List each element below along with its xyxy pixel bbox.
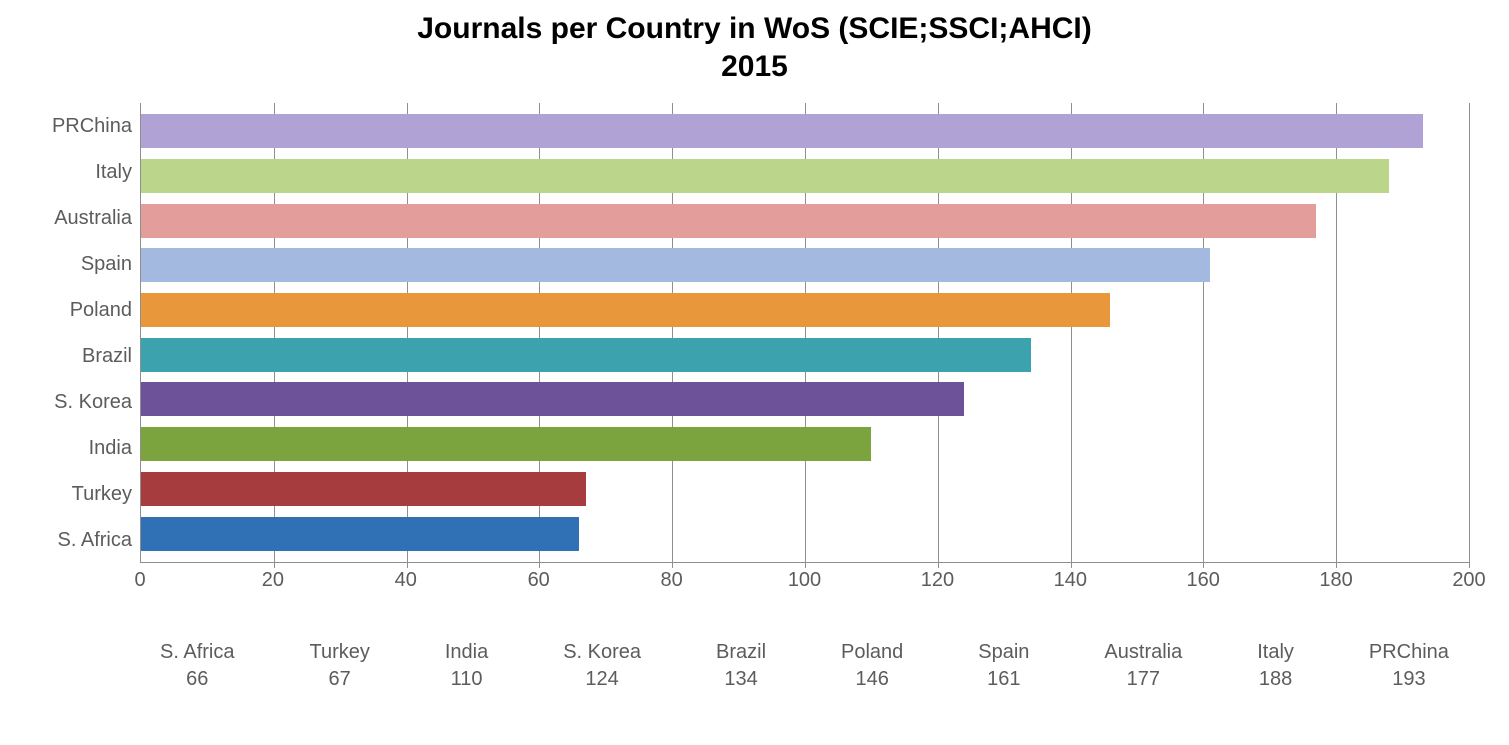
x-axis-tick-label: 80 xyxy=(660,569,682,592)
x-axis-labels: 020406080100120140160180200 xyxy=(140,563,1469,593)
legend-label: S. Korea xyxy=(563,641,641,664)
x-axis-tick-label: 160 xyxy=(1187,569,1220,592)
x-axis-tick-label: 20 xyxy=(262,569,284,592)
x-axis-tick-label: 0 xyxy=(134,569,145,592)
x-axis-tick-label: 140 xyxy=(1054,569,1087,592)
legend-item: India 110 xyxy=(445,641,488,691)
chart-container: Journals per Country in WoS (SCIE;SSCI;A… xyxy=(0,0,1509,745)
legend-label: Italy xyxy=(1257,641,1294,664)
x-axis-tick-label: 200 xyxy=(1452,569,1485,592)
legend-item: Italy 188 xyxy=(1257,641,1294,691)
bar-row xyxy=(141,293,1469,327)
legend-value: 193 xyxy=(1369,668,1449,691)
bar-row xyxy=(141,427,1469,461)
legend-label: India xyxy=(445,641,488,664)
x-axis-tick-label: 60 xyxy=(528,569,550,592)
legend-item: S. Africa 66 xyxy=(160,641,234,691)
legend-label: Brazil xyxy=(716,641,766,664)
legend-label: Spain xyxy=(978,641,1029,664)
legend: S. Africa 66 Turkey 67 India 110 S. Korea 124 Br… xyxy=(160,641,1449,691)
x-axis-tick-label: 120 xyxy=(921,569,954,592)
legend-value: 110 xyxy=(445,668,488,691)
bars-group xyxy=(141,103,1469,562)
legend-item: Poland 146 xyxy=(841,641,903,691)
bar-row xyxy=(141,204,1469,238)
plot-outer: PRChina Italy Australia Spain Poland Brazil S.… xyxy=(40,103,1469,563)
bar xyxy=(141,204,1316,238)
bar xyxy=(141,293,1110,327)
x-axis-tick-label: 180 xyxy=(1319,569,1352,592)
chart-title: Journals per Country in WoS (SCIE;SSCI;A… xyxy=(40,10,1469,85)
bar xyxy=(141,248,1210,282)
bar xyxy=(141,472,586,506)
y-axis-label: Spain xyxy=(40,253,140,276)
legend-value: 67 xyxy=(309,668,369,691)
bar xyxy=(141,114,1423,148)
y-axis-label: Australia xyxy=(40,207,140,230)
bar-row xyxy=(141,517,1469,551)
bar-row xyxy=(141,248,1469,282)
plot-area xyxy=(140,103,1469,563)
legend-label: S. Africa xyxy=(160,641,234,664)
y-axis-label: Brazil xyxy=(40,345,140,368)
x-tick-line xyxy=(1469,103,1470,568)
y-axis-labels: PRChina Italy Australia Spain Poland Brazil S.… xyxy=(40,103,140,563)
x-axis-tick-label: 40 xyxy=(395,569,417,592)
title-line1: Journals per Country in WoS (SCIE;SSCI;A… xyxy=(417,12,1092,45)
legend-item: Spain 161 xyxy=(978,641,1029,691)
bar-row xyxy=(141,382,1469,416)
y-axis-label: Italy xyxy=(40,161,140,184)
y-axis-label: S. Korea xyxy=(40,391,140,414)
bar-row xyxy=(141,338,1469,372)
bar xyxy=(141,427,871,461)
bar xyxy=(141,517,579,551)
legend-value: 146 xyxy=(841,668,903,691)
x-axis-tick-label: 100 xyxy=(788,569,821,592)
legend-label: Australia xyxy=(1104,641,1182,664)
legend-label: Poland xyxy=(841,641,903,664)
y-axis-label: PRChina xyxy=(40,115,140,138)
legend-item: Australia 177 xyxy=(1104,641,1182,691)
legend-value: 124 xyxy=(563,668,641,691)
legend-value: 188 xyxy=(1257,668,1294,691)
bar xyxy=(141,159,1389,193)
legend-item: PRChina 193 xyxy=(1369,641,1449,691)
y-axis-label: Turkey xyxy=(40,483,140,506)
legend-item: Turkey 67 xyxy=(309,641,369,691)
title-line2: 2015 xyxy=(721,50,788,83)
y-axis-label: S. Africa xyxy=(40,529,140,552)
bar xyxy=(141,338,1031,372)
y-axis-label: Poland xyxy=(40,299,140,322)
y-axis-label: India xyxy=(40,437,140,460)
legend-label: Turkey xyxy=(309,641,369,664)
legend-value: 134 xyxy=(716,668,766,691)
legend-item: S. Korea 124 xyxy=(563,641,641,691)
bar xyxy=(141,382,964,416)
legend-item: Brazil 134 xyxy=(716,641,766,691)
legend-value: 177 xyxy=(1104,668,1182,691)
bar-row xyxy=(141,159,1469,193)
bar-row xyxy=(141,472,1469,506)
bar-row xyxy=(141,114,1469,148)
legend-label: PRChina xyxy=(1369,641,1449,664)
legend-value: 66 xyxy=(160,668,234,691)
legend-value: 161 xyxy=(978,668,1029,691)
